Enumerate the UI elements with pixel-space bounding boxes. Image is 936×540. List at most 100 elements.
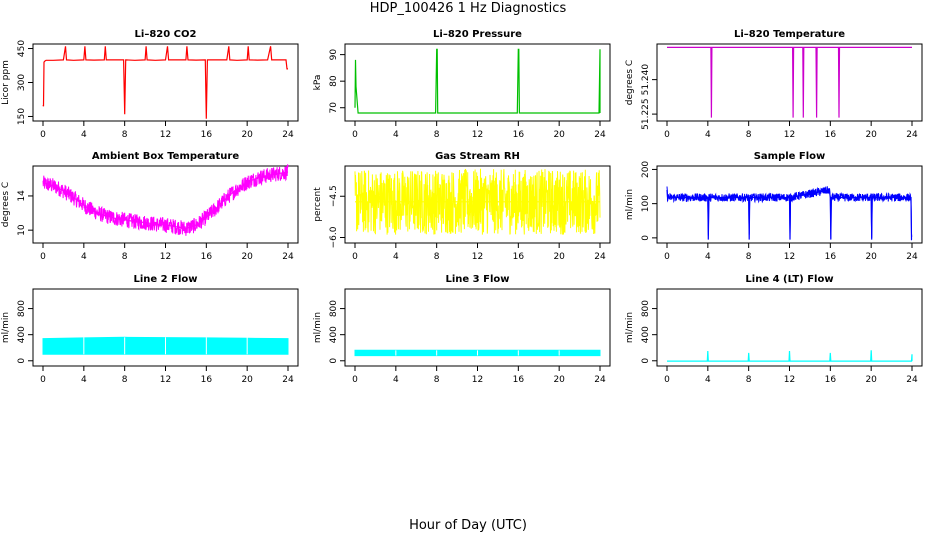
y-tick-label: 400 [17, 326, 27, 343]
panel-title: Li–820 Pressure [433, 29, 522, 40]
x-tick-label: 12 [472, 130, 483, 140]
x-tick-label: 12 [160, 252, 171, 262]
x-tick-label: 0 [40, 375, 46, 385]
x-tick-label: 12 [472, 375, 483, 385]
x-tick-label: 8 [434, 130, 440, 140]
x-tick-label: 16 [201, 252, 213, 262]
x-tick-label: 20 [553, 375, 565, 385]
y-tick-label: 400 [329, 326, 339, 343]
x-tick-label: 4 [705, 375, 711, 385]
y-tick-label: −6.0 [329, 226, 339, 248]
x-tick-label: 8 [434, 375, 440, 385]
y-tick-label: 14 [17, 190, 27, 202]
x-tick-label: 4 [81, 375, 87, 385]
x-tick-label: 8 [746, 130, 752, 140]
x-tick-label: 0 [40, 252, 46, 262]
x-tick-label: 16 [825, 375, 837, 385]
plot-frame [344, 43, 611, 122]
data-line-1 [42, 171, 289, 230]
data-line-1 [666, 189, 913, 241]
y-tick-label: 80 [329, 75, 339, 87]
y-tick-label: 300 [17, 74, 27, 91]
x-tick-label: 20 [241, 130, 253, 140]
x-tick-label: 24 [594, 375, 606, 385]
chart-panel-3: Li–820 Temperature degrees C 0 4 8 12 16 20 24 51… [625, 29, 923, 140]
x-tick-label: 0 [352, 130, 358, 140]
y-tick-label: 0 [641, 235, 651, 241]
x-tick-label: 16 [513, 375, 525, 385]
y-axis-label: ml/min [1, 312, 11, 343]
plot-frame [656, 43, 923, 122]
x-tick-label: 12 [472, 252, 483, 262]
x-tick-label: 20 [865, 130, 877, 140]
x-tick-label: 24 [906, 130, 918, 140]
panel-title: Li–820 Temperature [734, 29, 845, 40]
y-tick-label: 10 [17, 224, 27, 236]
x-tick-label: 0 [664, 252, 670, 262]
y-axis-label: ml/min [625, 312, 635, 343]
x-tick-label: 4 [705, 130, 711, 140]
x-tick-label: 8 [122, 130, 128, 140]
y-axis-label: degrees C [1, 182, 11, 227]
y-tick-label: 51.225 [641, 98, 651, 130]
y-tick-label: 800 [641, 300, 651, 317]
x-tick-label: 8 [434, 252, 440, 262]
x-tick-label: 24 [906, 375, 918, 385]
x-tick-label: 24 [282, 130, 294, 140]
x-tick-label: 4 [393, 252, 399, 262]
x-tick-label: 4 [705, 252, 711, 262]
x-tick-label: 8 [122, 252, 128, 262]
y-axis-label: ml/min [313, 312, 323, 343]
x-tick-label: 8 [746, 252, 752, 262]
y-tick-label: 200 [641, 161, 651, 178]
panel-title: Li–820 CO2 [135, 29, 197, 40]
x-tick-label: 20 [865, 252, 877, 262]
x-tick-label: 8 [122, 375, 128, 385]
x-tick-label: 16 [201, 130, 213, 140]
x-tick-label: 0 [664, 130, 670, 140]
y-tick-label: 450 [17, 40, 27, 57]
x-tick-label: 4 [81, 130, 87, 140]
y-tick-label: 70 [329, 102, 339, 114]
chart-panel-1: Li–820 CO2 Licor ppm 0 4 8 12 16 20 24 150 300 450 [1, 29, 299, 140]
x-tick-label: 0 [664, 375, 670, 385]
x-tick-label: 0 [40, 130, 46, 140]
y-tick-label: 100 [641, 195, 651, 212]
x-tick-label: 16 [825, 252, 837, 262]
data-line-1 [354, 48, 601, 114]
y-tick-label: 51.240 [641, 64, 651, 96]
x-tick-label: 12 [784, 375, 795, 385]
x-tick-label: 4 [81, 252, 87, 262]
x-tick-label: 20 [553, 252, 565, 262]
panel-title: Line 3 Flow [446, 274, 510, 285]
chart-panel-5: Gas Stream RH percent 0 4 8 12 16 20 24 −6.0 −4.5 [313, 151, 611, 262]
x-tick-label: 24 [906, 252, 918, 262]
x-tick-label: 4 [393, 130, 399, 140]
x-tick-label: 12 [784, 130, 795, 140]
panel-title: Line 4 (LT) Flow [745, 274, 833, 285]
y-axis-label: ml/min [625, 189, 635, 220]
y-axis-label: percent [313, 187, 323, 222]
x-tick-label: 24 [282, 252, 294, 262]
figure-title: HDP_100426 1 Hz Diagnostics [369, 1, 567, 16]
chart-panel-4: Ambient Box Temperature degrees C 0 4 8 12 16 2… [1, 151, 299, 262]
x-tick-label: 8 [746, 375, 752, 385]
x-tick-label: 16 [513, 252, 525, 262]
panel-title: Ambient Box Temperature [92, 151, 239, 162]
data-line-1 [667, 46, 912, 118]
x-tick-label: 12 [160, 130, 171, 140]
y-tick-label: 0 [17, 358, 27, 364]
y-axis-label: degrees C [625, 60, 635, 105]
x-tick-label: 12 [784, 252, 795, 262]
y-axis-label: Licor ppm [1, 60, 11, 105]
panel-title: Line 2 Flow [134, 274, 198, 285]
plot-frame [32, 43, 299, 122]
data-noise-1 [42, 164, 289, 236]
x-tick-label: 0 [352, 252, 358, 262]
x-tick-label: 12 [160, 375, 171, 385]
x-tick-label: 16 [513, 130, 525, 140]
chart-panel-8: Line 3 Flow ml/min 0 4 8 12 16 20 24 0 400 800 [313, 274, 611, 385]
x-tick-label: 16 [201, 375, 213, 385]
panel-title: Gas Stream RH [435, 151, 520, 162]
